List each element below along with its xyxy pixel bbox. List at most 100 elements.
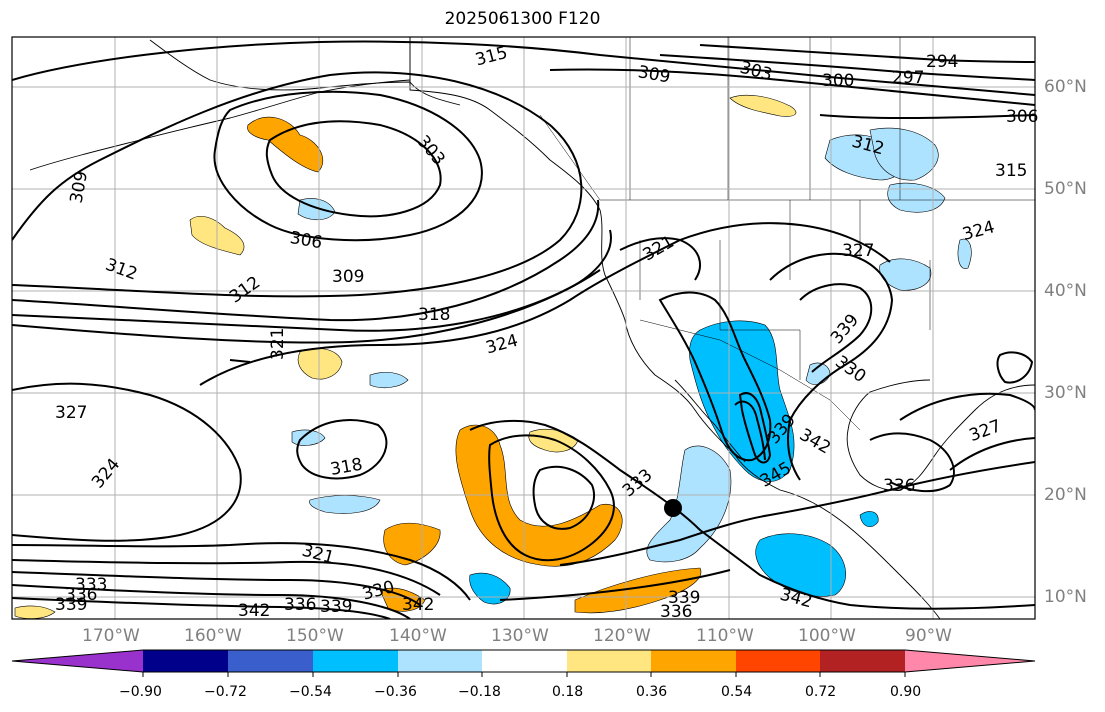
lat-label: 30°N [1044,383,1087,403]
colorbar-label: −0.54 [289,684,332,700]
contour-line [699,44,1035,63]
anomaly-patch [14,605,56,619]
contour-label: 327 [842,241,874,261]
contour-line [12,571,421,606]
lon-label: 140°W [389,626,447,646]
anomaly-patch [755,533,846,597]
lat-label: 20°N [1044,485,1087,505]
contour-line [12,199,600,322]
contour-line [559,461,1035,566]
lon-label: 130°W [491,626,549,646]
contour-line [12,71,583,298]
north-america-coastline [409,37,941,619]
colorbar-segment [482,650,567,672]
contour-line [619,237,701,281]
anomaly-patch [729,94,797,117]
lat-label: 60°N [1044,77,1087,97]
contour-line [734,400,766,461]
contour-line [819,114,1035,120]
contour-label: 318 [418,305,450,325]
colorbar-segment [143,650,228,672]
contour-line [738,392,772,464]
contour-line [12,382,242,542]
contour-label: 333 [75,575,107,595]
contour-line [499,569,731,601]
anomaly-patch [957,238,972,269]
lon-label: 110°W [696,626,754,646]
anomaly-patch [455,424,623,567]
contour-line [899,392,1035,421]
lon-label: 100°W [798,626,856,646]
contour-line [12,269,601,344]
contour-label: 327 [55,403,87,423]
storm-center-marker [664,499,682,517]
contour-line [12,584,411,619]
contour-line [799,283,873,373]
colorbar-segment [820,650,905,672]
anomaly-patch [369,371,409,389]
contour-label: 342 [238,601,270,621]
map-frame [11,36,1036,620]
contour-line [265,120,442,218]
isentrope-contours [12,40,1035,619]
contour-label: 300 [822,71,854,91]
colorbar-label: 0.54 [721,684,753,700]
contour-label: 315 [995,161,1027,181]
anomaly-patch [469,572,511,605]
contour-line [12,559,441,596]
contour-line [213,90,483,242]
lat-label: 50°N [1044,179,1087,199]
map-title: 2025061300 F120 [444,9,601,29]
anomaly-patch [887,182,946,213]
contour-line [12,542,471,601]
us-mexico-border [639,319,861,431]
colorbar-label: −0.90 [119,684,162,700]
lon-label: 170°W [82,626,140,646]
contour-line [12,40,1035,96]
anomaly-patch [574,567,702,614]
lon-label: 90°W [905,626,952,646]
alaska-border [409,37,601,201]
contour-line [12,229,612,332]
alaska-coast [149,39,461,106]
colorbar [11,649,1036,677]
contour-label: 339 [320,597,352,617]
shaded-anomaly-patches [14,94,972,619]
anomaly-patch [297,348,343,380]
colorbar-segment [228,650,313,672]
contour-line [996,351,1034,384]
gridlines [12,37,1035,619]
contour-line [488,434,615,562]
lon-label: 120°W [593,626,651,646]
contour-label: 336 [284,595,316,615]
colorbar-label: 0.90 [890,684,922,700]
colorbar-label: 0.36 [636,684,668,700]
canada-provinces [629,37,901,200]
contour-line [658,291,772,462]
contour-line [199,222,891,386]
gulf-coastline [846,379,1035,491]
contour-line [949,437,1035,471]
anomaly-patch [859,511,879,528]
anomaly-patch [247,116,324,173]
colorbar-label: −0.18 [458,684,501,700]
political-borders [409,37,1035,431]
colorbar-segment [736,650,820,672]
colorbar-segment [567,650,651,672]
colorbar-extend-high [905,650,1035,672]
colorbar-label: 0.18 [552,684,584,700]
contour-label: 309 [332,267,364,287]
contour-label: 321 [268,328,288,360]
colorbar-segment [651,650,736,672]
contour-label: 306 [1006,107,1038,127]
state-border [639,200,931,380]
contour-label: 339 [668,588,700,608]
lon-label: 150°W [286,626,344,646]
colorbar-label: −0.72 [204,684,247,700]
contour-line [659,54,1035,81]
contour-label: 336 [65,585,97,605]
contour-label: 342 [402,595,434,615]
contour-line [12,597,391,619]
contour-label: 339 [55,595,87,615]
